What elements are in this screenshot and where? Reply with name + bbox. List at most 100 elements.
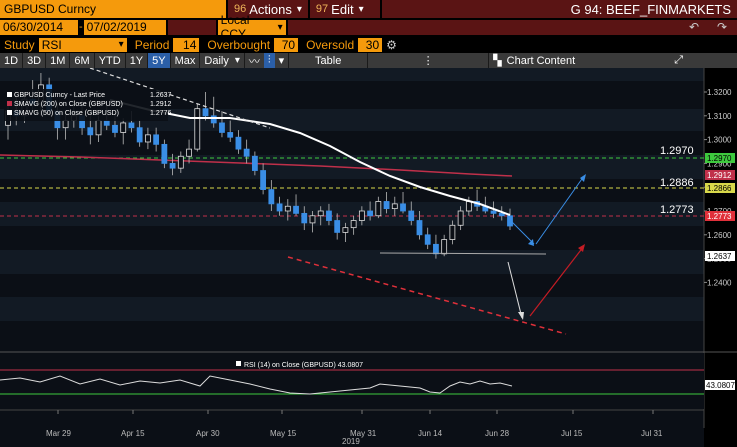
overbought-input[interactable]: 70 (274, 37, 299, 52)
candle-body (326, 210, 332, 221)
candle-body (457, 210, 464, 226)
study-bar: Study RSI ▾ Period 14 Overbought 70 Over… (0, 36, 737, 53)
candle-body (293, 205, 299, 214)
date-tick-label: May 15 (270, 429, 297, 438)
candle-body (433, 243, 439, 255)
range-max[interactable]: Max (174, 54, 196, 67)
range-3d[interactable]: 3D (27, 54, 42, 67)
candle-body (317, 210, 324, 217)
edit-label: Edit (331, 1, 354, 17)
candle-body (383, 201, 390, 210)
start-date-field[interactable]: 06/30/2014 (0, 19, 78, 35)
rsi-legend-swatch (236, 361, 241, 366)
date-tick-label: Mar 29 (46, 429, 71, 438)
price-tick-label: 1.3200 (707, 88, 732, 97)
date-tick-label: May 31 (350, 429, 377, 438)
line-chart-icon[interactable]: 〰 (248, 55, 260, 68)
tag-yellow-text: 1.2866 (707, 184, 732, 193)
candle-body (227, 132, 234, 138)
range-1y[interactable]: 1Y (129, 54, 144, 67)
candle-body (169, 162, 176, 169)
chevron-down-icon: ▾ (358, 3, 364, 15)
range-ytd[interactable]: YTD (98, 54, 121, 67)
rsi-line (0, 375, 513, 395)
legend-line1: GBPUSD Curncy - Last Price (14, 92, 105, 99)
oversold-label: Oversold (306, 37, 355, 52)
toolbar-divider (199, 53, 201, 68)
overbought-label: Overbought (207, 37, 271, 52)
candle-body (235, 136, 242, 150)
collapse-icon[interactable]: ⋮ (422, 55, 434, 67)
currency-field[interactable]: Local CCY ▾ (217, 13, 286, 41)
candle-body (268, 189, 275, 205)
actions-menu[interactable]: 96 Actions ▾ (228, 0, 308, 18)
chart-content-button[interactable]: ▚ Chart Content (489, 53, 579, 68)
trend-line-upper (89, 68, 271, 129)
price-tick-label: 1.2400 (707, 278, 732, 287)
period-input[interactable]: 14 (173, 37, 200, 52)
ticker-label: GBPUSD Curncy (4, 2, 97, 16)
candle-body (136, 127, 143, 143)
candle-chart-icon[interactable]: ⫶ (263, 53, 275, 68)
arrow-head-icon (580, 174, 586, 182)
study-select[interactable]: RSI ▾ (38, 37, 127, 52)
toolbar-divider (22, 53, 24, 68)
range-5y[interactable]: 5Y (148, 53, 170, 68)
toolbar-divider (45, 53, 47, 68)
price-chart[interactable]: 1.32001.31001.30001.29001.28001.27001.26… (0, 68, 737, 447)
chart-legend: GBPUSD Curncy - Last Price 1.2637 SMAVG … (4, 89, 172, 121)
candle-body (350, 220, 357, 229)
toolbar-divider (367, 53, 369, 68)
date-bar: 06/30/2014 - 07/02/2019 Local CCY ▾ (0, 13, 737, 41)
candle-body (490, 210, 497, 214)
candle-body (153, 134, 160, 145)
candle-body (334, 220, 341, 233)
candle-body (177, 155, 184, 169)
toolbar-divider (288, 53, 290, 68)
tag-last (705, 251, 735, 261)
level-label-3: 1.2773 (660, 204, 694, 216)
back-icon[interactable]: ↶ (688, 19, 700, 34)
candle-body (416, 220, 423, 236)
tag-yellow (705, 183, 735, 193)
range-6m[interactable]: 6M (74, 54, 90, 67)
legend-swatch (7, 110, 12, 115)
ticker-field[interactable]: GBPUSD Curncy (0, 0, 226, 18)
toolbar-divider (169, 53, 171, 68)
end-date-field[interactable]: 07/02/2019 (83, 19, 166, 35)
actions-num: 96 (234, 3, 247, 15)
range-1d[interactable]: 1D (4, 54, 19, 67)
chevron-down-icon: ▾ (234, 55, 240, 66)
scenario-arrow-down-white (507, 261, 523, 319)
chart-content-icon: ▚ (493, 55, 502, 67)
tag-last-text: 1.2637 (707, 252, 732, 261)
candle-body (391, 203, 398, 210)
tag-red (705, 211, 735, 221)
table-button[interactable]: Table (289, 53, 367, 68)
date-tick-label: Jun 14 (418, 429, 443, 438)
start-date: 06/30/2014 (3, 20, 64, 34)
forward-icon[interactable]: ↷ (716, 19, 728, 34)
candle-body (507, 215, 513, 227)
candle-body (375, 201, 382, 217)
candle-body (301, 212, 308, 224)
candle-body (367, 210, 373, 217)
candle-body (498, 212, 505, 217)
edit-menu[interactable]: 97 Edit ▾ (309, 0, 380, 18)
frequency-select[interactable]: Daily ▾ (200, 53, 243, 68)
settings-icon[interactable]: ⚙ (386, 37, 397, 52)
expand-icon[interactable]: ⤢ (674, 54, 683, 66)
tag-sma200 (705, 170, 735, 180)
legend-panel (4, 89, 168, 121)
chart-band (0, 297, 704, 321)
rsi-legend: RSI (14) on Close (GBPUSD) 43.0807 (244, 362, 363, 369)
arrow-head-icon (578, 244, 585, 252)
date-spacer (167, 19, 216, 35)
candle-body (103, 120, 110, 126)
candle-body (120, 122, 127, 133)
candle-body (112, 124, 118, 133)
oversold-input[interactable]: 30 (358, 37, 383, 52)
chart-type-dropdown-icon[interactable]: ▾ (278, 55, 285, 67)
title-bar (381, 0, 737, 18)
range-1m[interactable]: 1M (50, 54, 66, 67)
